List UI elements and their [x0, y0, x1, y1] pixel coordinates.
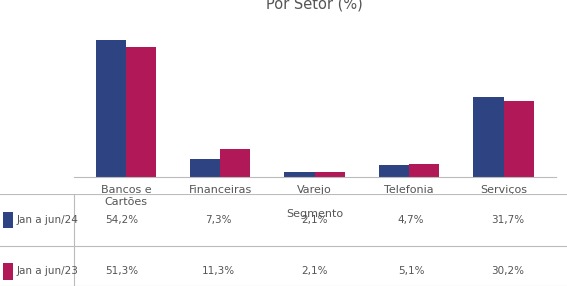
- Text: 11,3%: 11,3%: [202, 266, 235, 276]
- Text: 30,2%: 30,2%: [491, 266, 524, 276]
- Text: Jan a jun/24: Jan a jun/24: [17, 215, 79, 225]
- Bar: [96, 40, 126, 177]
- Bar: [3, 212, 13, 228]
- Text: 5,1%: 5,1%: [398, 266, 424, 276]
- Text: 2,1%: 2,1%: [302, 266, 328, 276]
- Bar: [409, 164, 439, 177]
- Title: Tentativas de Fraude - Participação Anual
Por Setor (%): Tentativas de Fraude - Participação Anua…: [163, 0, 466, 12]
- Text: 2,1%: 2,1%: [302, 215, 328, 225]
- Text: Jan a jun/23: Jan a jun/23: [17, 266, 79, 276]
- Bar: [3, 263, 13, 280]
- Bar: [190, 159, 220, 177]
- Text: 54,2%: 54,2%: [105, 215, 138, 225]
- X-axis label: Segmento: Segmento: [286, 209, 343, 219]
- Bar: [503, 101, 534, 177]
- Text: 4,7%: 4,7%: [398, 215, 424, 225]
- Bar: [473, 97, 503, 177]
- Bar: [315, 172, 345, 177]
- Text: 51,3%: 51,3%: [105, 266, 138, 276]
- Bar: [379, 165, 409, 177]
- Bar: [126, 47, 156, 177]
- Text: 7,3%: 7,3%: [205, 215, 231, 225]
- Bar: [220, 149, 251, 177]
- Bar: [285, 172, 315, 177]
- Text: 31,7%: 31,7%: [491, 215, 524, 225]
